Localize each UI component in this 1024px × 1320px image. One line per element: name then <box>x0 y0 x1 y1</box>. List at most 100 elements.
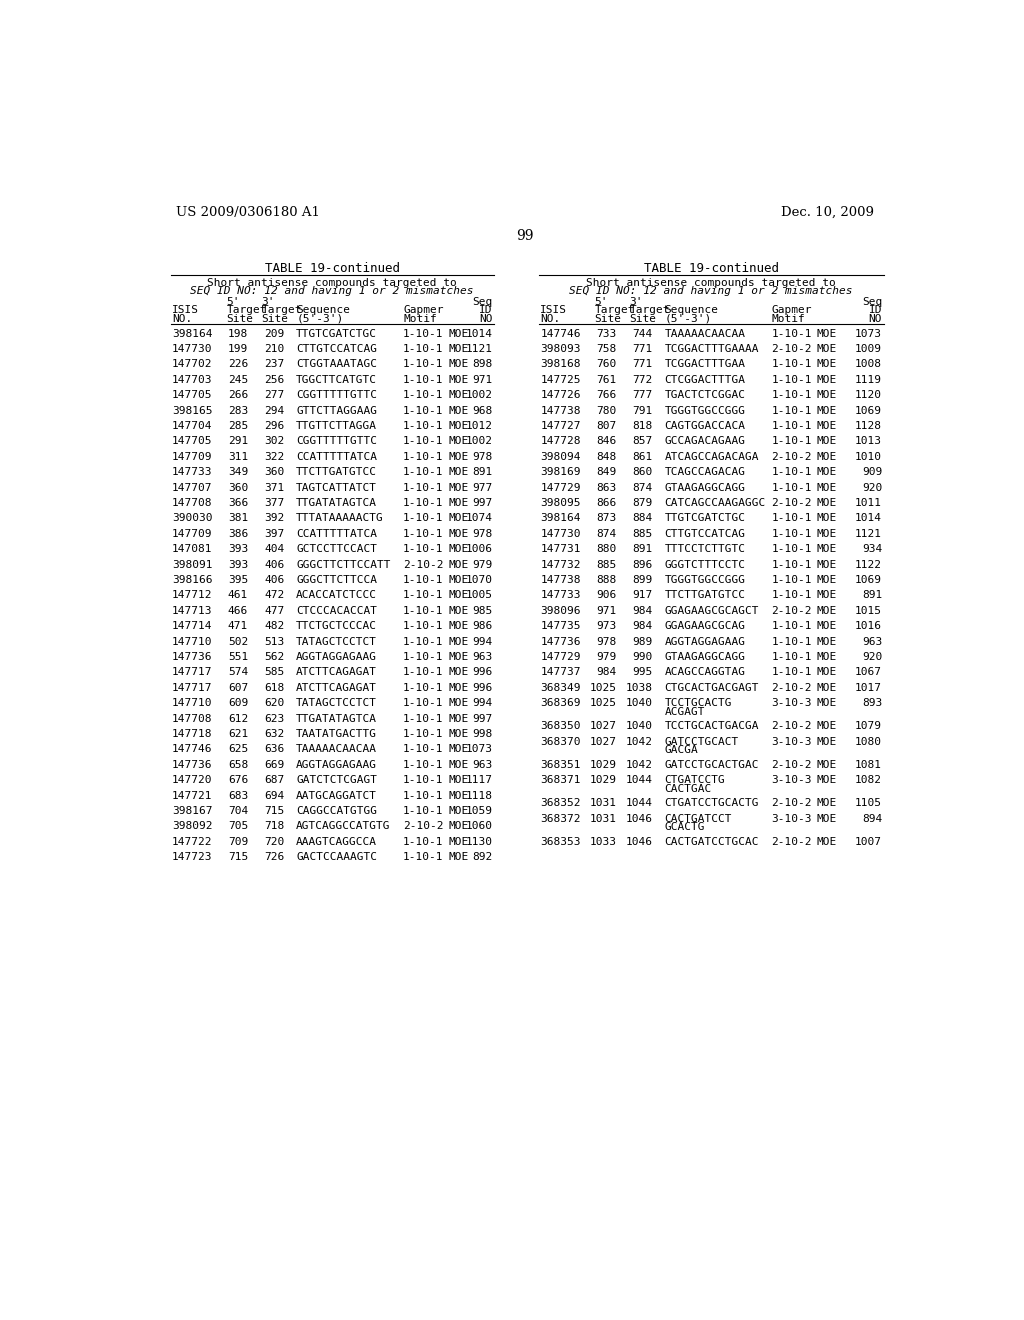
Text: 777: 777 <box>633 391 652 400</box>
Text: MOE: MOE <box>816 775 837 785</box>
Text: 147728: 147728 <box>541 437 581 446</box>
Text: 1-10-1: 1-10-1 <box>771 590 812 601</box>
Text: 891: 891 <box>633 544 652 554</box>
Text: 1081: 1081 <box>855 760 882 770</box>
Text: 398094: 398094 <box>541 451 581 462</box>
Text: MOE: MOE <box>816 590 837 601</box>
Text: 147722: 147722 <box>172 837 213 846</box>
Text: NO.: NO. <box>172 314 193 323</box>
Text: 1008: 1008 <box>855 359 882 370</box>
Text: 2-10-2: 2-10-2 <box>403 821 443 832</box>
Text: 1-10-1: 1-10-1 <box>403 576 443 585</box>
Text: CATCAGCCAAGAGGC: CATCAGCCAAGAGGC <box>665 498 766 508</box>
Text: 147729: 147729 <box>541 652 581 661</box>
Text: 920: 920 <box>862 483 882 492</box>
Text: 1-10-1: 1-10-1 <box>771 437 812 446</box>
Text: CACTGAC: CACTGAC <box>665 784 712 793</box>
Text: 863: 863 <box>596 483 616 492</box>
Text: MOE: MOE <box>816 329 837 338</box>
Text: 1012: 1012 <box>465 421 493 430</box>
Text: CAGGCCATGTGG: CAGGCCATGTGG <box>296 807 377 816</box>
Text: CGGTTTTTGTTC: CGGTTTTTGTTC <box>296 437 377 446</box>
Text: 1-10-1: 1-10-1 <box>771 375 812 384</box>
Text: 978: 978 <box>472 529 493 539</box>
Text: 1002: 1002 <box>465 391 493 400</box>
Text: 1-10-1: 1-10-1 <box>403 682 443 693</box>
Text: 147731: 147731 <box>541 544 581 554</box>
Text: GGGCTTCTTCCA: GGGCTTCTTCCA <box>296 576 377 585</box>
Text: 294: 294 <box>264 405 285 416</box>
Text: TATAGCTCCTCT: TATAGCTCCTCT <box>296 636 377 647</box>
Text: 996: 996 <box>472 682 493 693</box>
Text: CCATTTTTATCA: CCATTTTTATCA <box>296 451 377 462</box>
Text: MOE: MOE <box>449 576 468 585</box>
Text: MOE: MOE <box>449 437 468 446</box>
Text: MOE: MOE <box>449 421 468 430</box>
Text: 1069: 1069 <box>855 576 882 585</box>
Text: 766: 766 <box>596 391 616 400</box>
Text: 1006: 1006 <box>465 544 493 554</box>
Text: MOE: MOE <box>816 529 837 539</box>
Text: 147707: 147707 <box>172 483 213 492</box>
Text: MOE: MOE <box>816 375 837 384</box>
Text: 551: 551 <box>228 652 248 661</box>
Text: 1044: 1044 <box>626 775 652 785</box>
Text: 1029: 1029 <box>589 760 616 770</box>
Text: Motif: Motif <box>403 314 437 323</box>
Text: 705: 705 <box>228 821 248 832</box>
Text: 1122: 1122 <box>855 560 882 569</box>
Text: 612: 612 <box>228 714 248 723</box>
Text: 934: 934 <box>862 544 882 554</box>
Text: TTCTTGATGTCC: TTCTTGATGTCC <box>296 467 377 477</box>
Text: 404: 404 <box>264 544 285 554</box>
Text: 1-10-1: 1-10-1 <box>403 807 443 816</box>
Text: 984: 984 <box>633 606 652 615</box>
Text: MOE: MOE <box>816 652 837 661</box>
Text: MOE: MOE <box>816 813 837 824</box>
Text: 998: 998 <box>472 729 493 739</box>
Text: 963: 963 <box>862 636 882 647</box>
Text: TCGGACTTTGAA: TCGGACTTTGAA <box>665 359 745 370</box>
Text: 311: 311 <box>228 451 248 462</box>
Text: 147733: 147733 <box>172 467 213 477</box>
Text: ATCTTCAGAGAT: ATCTTCAGAGAT <box>296 668 377 677</box>
Text: TTGATATAGTCA: TTGATATAGTCA <box>296 714 377 723</box>
Text: 909: 909 <box>862 467 882 477</box>
Text: 2-10-2: 2-10-2 <box>771 682 812 693</box>
Text: MOE: MOE <box>449 714 468 723</box>
Text: 771: 771 <box>633 359 652 370</box>
Text: 623: 623 <box>264 714 285 723</box>
Text: 5': 5' <box>595 297 608 308</box>
Text: 1033: 1033 <box>589 837 616 846</box>
Text: MOE: MOE <box>449 513 468 523</box>
Text: 368369: 368369 <box>541 698 581 708</box>
Text: 1118: 1118 <box>465 791 493 800</box>
Text: TAGTCATTATCT: TAGTCATTATCT <box>296 483 377 492</box>
Text: MOE: MOE <box>816 698 837 708</box>
Text: 302: 302 <box>264 437 285 446</box>
Text: AGGTAGGAGAAG: AGGTAGGAGAAG <box>296 652 377 661</box>
Text: 683: 683 <box>228 791 248 800</box>
Text: ACGAGT: ACGAGT <box>665 706 705 717</box>
Text: 393: 393 <box>228 560 248 569</box>
Text: MOE: MOE <box>449 451 468 462</box>
Text: 1-10-1: 1-10-1 <box>403 359 443 370</box>
Text: MOE: MOE <box>449 345 468 354</box>
Text: 1031: 1031 <box>589 799 616 808</box>
Text: 1119: 1119 <box>855 375 882 384</box>
Text: AAAGTCAGGCCA: AAAGTCAGGCCA <box>296 837 377 846</box>
Text: 147712: 147712 <box>172 590 213 601</box>
Text: 920: 920 <box>862 652 882 661</box>
Text: 147720: 147720 <box>172 775 213 785</box>
Text: 621: 621 <box>228 729 248 739</box>
Text: (5'-3'): (5'-3') <box>296 314 343 323</box>
Text: 256: 256 <box>264 375 285 384</box>
Text: 848: 848 <box>596 451 616 462</box>
Text: 2-10-2: 2-10-2 <box>771 451 812 462</box>
Text: MOE: MOE <box>449 529 468 539</box>
Text: Seq: Seq <box>862 297 882 308</box>
Text: GATCCTGCACT: GATCCTGCACT <box>665 737 738 747</box>
Text: 1042: 1042 <box>626 737 652 747</box>
Text: 368370: 368370 <box>541 737 581 747</box>
Text: MOE: MOE <box>816 622 837 631</box>
